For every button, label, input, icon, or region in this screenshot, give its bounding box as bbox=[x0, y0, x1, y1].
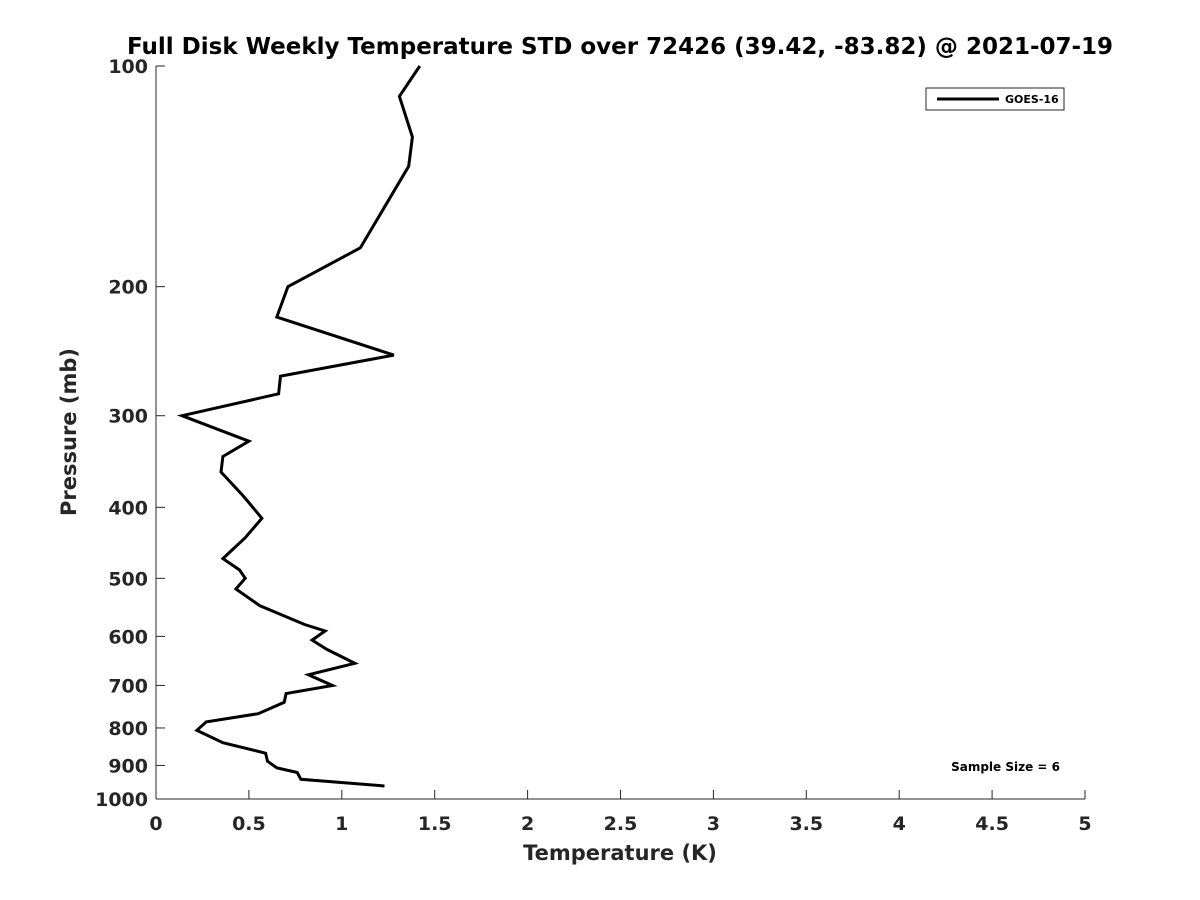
x-tick-label: 1.5 bbox=[418, 813, 452, 835]
legend: GOES-16 bbox=[925, 87, 1065, 111]
x-tick-label: 3 bbox=[707, 813, 720, 835]
x-axis-ticks: 0 0.5 1 1.5 2 2.5 3 3.5 4 4.5 5 bbox=[149, 790, 1092, 835]
x-tick-label: 2 bbox=[521, 813, 534, 835]
y-axis-label: Pressure (mb) bbox=[57, 348, 81, 516]
plot-axes bbox=[155, 66, 1085, 800]
y-tick-label: 900 bbox=[108, 755, 148, 777]
y-tick-label: 800 bbox=[108, 718, 148, 740]
y-tick-label: 700 bbox=[108, 675, 148, 697]
sample-size-annotation: Sample Size = 6 bbox=[951, 760, 1060, 774]
x-tick-label: 0 bbox=[149, 813, 162, 835]
x-tick-label: 4.5 bbox=[975, 813, 1009, 835]
x-tick-label: 5 bbox=[1078, 813, 1091, 835]
y-tick-label: 200 bbox=[108, 277, 148, 299]
legend-entry-goes-16: GOES-16 bbox=[1005, 93, 1059, 106]
y-tick-label: 600 bbox=[108, 626, 148, 648]
series-line-goes-16 bbox=[176, 65, 422, 788]
x-tick-label: 0.5 bbox=[232, 813, 266, 835]
y-tick-label: 300 bbox=[108, 406, 148, 428]
chart-title: Full Disk Weekly Temperature STD over 72… bbox=[127, 34, 1113, 60]
x-tick-label: 3.5 bbox=[789, 813, 823, 835]
y-tick-label: 400 bbox=[108, 497, 148, 519]
x-axis-label: Temperature (K) bbox=[523, 841, 717, 865]
y-axis-ticks: 100 200 300 400 500 600 700 800 900 1000 bbox=[95, 56, 165, 811]
x-tick-label: 1 bbox=[335, 813, 348, 835]
y-tick-label: 100 bbox=[108, 56, 148, 78]
y-tick-label: 500 bbox=[108, 568, 148, 590]
x-tick-label: 4 bbox=[893, 813, 906, 835]
y-tick-label: 1000 bbox=[95, 789, 148, 811]
x-tick-label: 2.5 bbox=[604, 813, 638, 835]
